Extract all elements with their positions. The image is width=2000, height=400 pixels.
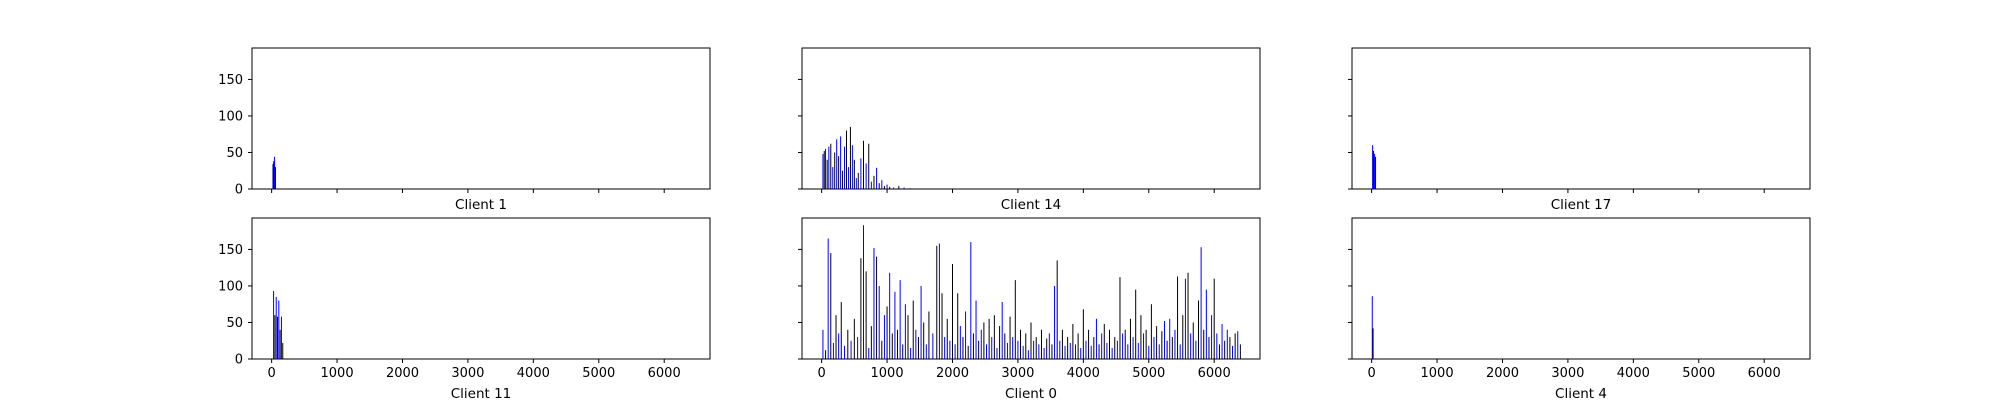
x-tick-label: 2000 xyxy=(936,366,969,381)
subplot-client-14: Client 14 xyxy=(798,47,1261,213)
y-tick-group: 0 50 100 150 xyxy=(218,243,252,368)
bar-group xyxy=(1372,145,1377,189)
y-tick-group: 0 50 100 150 xyxy=(218,73,252,198)
x-tick-label: 6000 xyxy=(1748,366,1781,381)
x-tick-label: 4000 xyxy=(1617,366,1650,381)
subplot-client-0: 0 1000 2000 3000 4000 5000 6000 Client 0 xyxy=(798,217,1261,400)
x-tick-label: 0 xyxy=(817,366,825,381)
axes-frame xyxy=(251,217,711,360)
subplot-client-11: 0 1000 2000 3000 4000 5000 6000 0 50 100 150 Clie… xyxy=(218,217,711,400)
y-tick-group xyxy=(798,248,802,360)
x-tick-group: 0 1000 2000 3000 4000 5000 6000 xyxy=(267,359,681,381)
x-tick-label: 5000 xyxy=(1132,366,1165,381)
x-tick-label: 1000 xyxy=(1421,366,1454,381)
x-tick-label: 4000 xyxy=(1067,366,1100,381)
y-tick-label: 150 xyxy=(218,243,243,258)
x-tick-label: 4000 xyxy=(517,366,550,381)
y-tick-label: 50 xyxy=(226,316,243,331)
bar-group xyxy=(1371,296,1374,359)
subplot-client-17: Client 17 xyxy=(1348,47,1811,213)
y-tick-label: 0 xyxy=(235,183,243,198)
subplot-client-4: 0 1000 2000 3000 4000 5000 6000 Client 4 xyxy=(1348,217,1811,400)
x-tick-group: 0 1000 2000 3000 4000 5000 6000 xyxy=(817,359,1231,381)
y-tick-group xyxy=(798,78,802,190)
y-tick-label: 50 xyxy=(226,146,243,161)
axes-frame xyxy=(801,47,1261,190)
x-tick-label: 1000 xyxy=(321,366,354,381)
x-tick-label: 2000 xyxy=(386,366,419,381)
y-tick-label: 150 xyxy=(218,73,243,88)
subplot-label: Client 4 xyxy=(1555,386,1607,400)
y-tick-group xyxy=(1348,78,1352,190)
subplot-label: Client 14 xyxy=(1001,197,1062,213)
bar-group xyxy=(272,156,276,189)
x-tick-label: 3000 xyxy=(451,366,484,381)
x-tick-label: 5000 xyxy=(1682,366,1715,381)
y-tick-label: 100 xyxy=(218,109,243,124)
subplot-label: Client 11 xyxy=(451,386,512,400)
x-tick-label: 0 xyxy=(267,366,275,381)
y-tick-group xyxy=(1348,248,1352,360)
x-tick-group: 0 1000 2000 3000 4000 5000 6000 xyxy=(1367,359,1781,381)
x-tick-label: 5000 xyxy=(582,366,615,381)
x-tick-label: 2000 xyxy=(1486,366,1519,381)
x-tick-label: 6000 xyxy=(648,366,681,381)
x-tick-label: 6000 xyxy=(1198,366,1231,381)
subplot-label: Client 1 xyxy=(455,197,507,213)
x-tick-label: 1000 xyxy=(871,366,904,381)
axes-frame xyxy=(1351,217,1811,360)
x-tick-label: 3000 xyxy=(1001,366,1034,381)
x-tick-group xyxy=(821,189,1215,193)
x-tick-label: 3000 xyxy=(1551,366,1584,381)
subplot-label: Client 0 xyxy=(1005,386,1057,400)
bar-group xyxy=(822,126,911,189)
bar-group xyxy=(273,291,284,359)
axes-frame xyxy=(251,47,711,190)
axes-frame xyxy=(1351,47,1811,190)
subplot-client-1: 0 50 100 150 Client 1 xyxy=(218,47,711,213)
y-tick-label: 100 xyxy=(218,279,243,294)
x-tick-label: 0 xyxy=(1367,366,1375,381)
x-tick-group xyxy=(1371,189,1765,193)
bar-group xyxy=(822,225,1241,359)
y-tick-label: 0 xyxy=(235,353,243,368)
subplot-label: Client 17 xyxy=(1551,197,1612,213)
x-tick-group xyxy=(271,189,665,193)
